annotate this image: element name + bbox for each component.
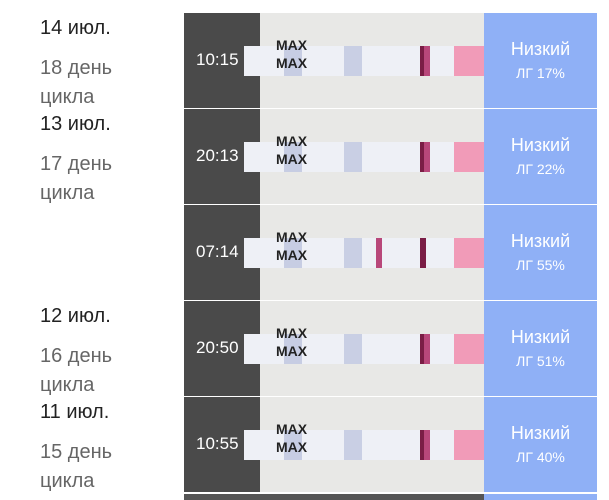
strip-band	[284, 142, 302, 172]
strip-band	[420, 334, 426, 364]
result: Низкий	[510, 135, 571, 155]
test-time: 20:13	[196, 146, 239, 165]
strip-band	[344, 430, 362, 460]
strip-label: MAX	[276, 229, 308, 245]
date: 12 июл.	[40, 305, 111, 327]
lh-level: ЛГ 51%	[516, 353, 565, 369]
strip-band	[420, 142, 426, 172]
date: 14 июл.	[40, 17, 111, 39]
lh-level: ЛГ 55%	[516, 257, 565, 273]
date: 11 июл.	[40, 401, 110, 423]
strip-band	[284, 334, 302, 364]
strip-label: MAX	[276, 55, 308, 71]
result-panel[interactable]: Низкий ЛГ 17%	[484, 13, 597, 108]
result: Низкий	[510, 39, 571, 59]
strip-label: MAX	[276, 151, 308, 167]
strip-band	[420, 46, 426, 76]
test-photo[interactable]: 20:50 MAX MAX	[184, 301, 484, 396]
next-result	[484, 494, 597, 500]
strip-label: MAX	[276, 343, 308, 359]
test-time: 20:50	[196, 338, 239, 357]
strip-end	[454, 430, 484, 460]
test-line	[424, 334, 430, 364]
cycle-day: 17 день цикла	[40, 153, 113, 204]
strip-label: MAX	[276, 247, 308, 263]
result-panel[interactable]: Низкий ЛГ 40%	[484, 397, 597, 492]
test-line	[376, 238, 382, 268]
test-line	[424, 430, 430, 460]
test-photo[interactable]: 10:55 MAX MAX	[184, 397, 484, 492]
result-panel[interactable]: Низкий ЛГ 51%	[484, 301, 597, 396]
strip-end	[454, 238, 484, 268]
cycle-day: 18 день цикла	[40, 57, 113, 108]
test-strip	[244, 142, 484, 172]
test-photo[interactable]: 07:14 MAX MAX	[184, 205, 484, 300]
strip-end	[454, 46, 484, 76]
result: Низкий	[510, 231, 571, 251]
test-strip	[244, 238, 484, 268]
result-panel[interactable]: Низкий ЛГ 22%	[484, 109, 597, 204]
strip-label: MAX	[276, 421, 308, 437]
strip-end	[454, 142, 484, 172]
strip-band	[344, 334, 362, 364]
strip-band	[284, 46, 302, 76]
test-time: 10:15	[196, 50, 239, 69]
strip-band	[284, 238, 302, 268]
strip-band	[420, 430, 426, 460]
lh-level: ЛГ 22%	[516, 161, 565, 177]
test-time: 07:14	[196, 242, 239, 261]
result-panel[interactable]: Низкий ЛГ 55%	[484, 205, 597, 300]
test-strip	[244, 46, 484, 76]
cycle-day: 15 день цикла	[40, 441, 113, 492]
test-time: 10:55	[196, 434, 239, 453]
next-photo	[184, 494, 484, 500]
strip-label: MAX	[276, 37, 308, 53]
test-line	[424, 142, 430, 172]
strip-band	[420, 238, 426, 268]
date: 13 июл.	[40, 113, 111, 135]
strip-label: MAX	[276, 325, 308, 341]
test-line	[424, 46, 430, 76]
lh-level: ЛГ 17%	[516, 65, 565, 81]
result: Низкий	[510, 423, 571, 443]
test-photo[interactable]: 10:15 MAX MAX	[184, 13, 484, 108]
strip-band	[344, 46, 362, 76]
test-strip	[244, 334, 484, 364]
lh-level: ЛГ 40%	[516, 449, 565, 465]
strip-band	[284, 430, 302, 460]
strip-label: MAX	[276, 439, 308, 455]
strip-label: MAX	[276, 133, 308, 149]
test-photo[interactable]: 20:13 MAX MAX	[184, 109, 484, 204]
strip-band	[344, 142, 362, 172]
result: Низкий	[510, 327, 571, 347]
test-strip	[244, 430, 484, 460]
cycle-day: 16 день цикла	[40, 345, 113, 396]
strip-band	[344, 238, 362, 268]
strip-end	[454, 334, 484, 364]
